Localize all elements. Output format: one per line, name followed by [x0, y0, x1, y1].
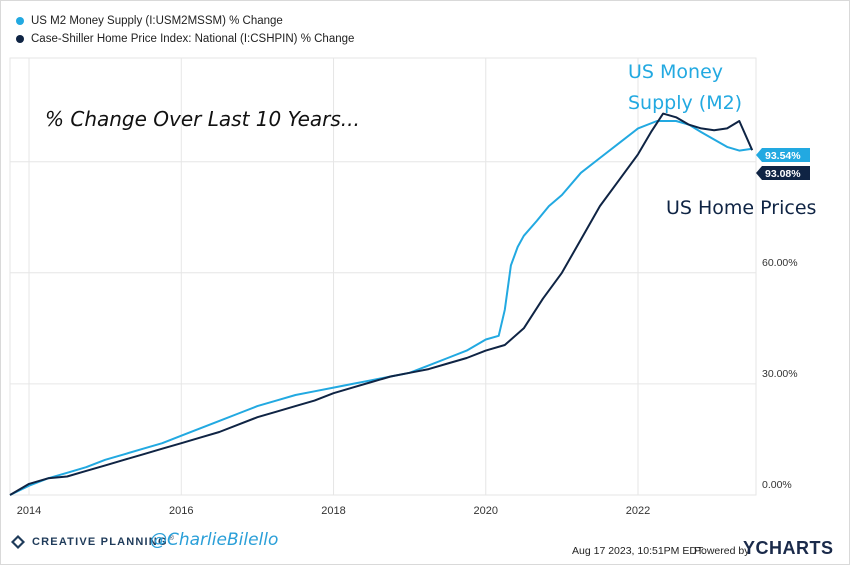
legend-item-m2[interactable]: US M2 Money Supply (I:USM2MSSM) % Change: [16, 12, 354, 30]
axis-layer: 2014 2016 2018 2020 2022 0.00% 30.00% 60.00% 93.…: [17, 148, 810, 517]
twitter-handle[interactable]: @CharlieBilello: [150, 530, 279, 550]
m2-annotation-line1: US Money: [628, 61, 723, 83]
legend-dot-home: [16, 35, 24, 43]
brand-name: CREATIVE PLANNING: [32, 536, 168, 548]
home-annotation: US Home Prices: [666, 197, 816, 219]
line-chart: 2014 2016 2018 2020 2022 0.00% 30.00% 60.00% 93.…: [9, 57, 816, 517]
x-tick-label: 2018: [321, 505, 345, 517]
grid-lines: [9, 57, 757, 496]
ycharts-logo[interactable]: YCHARTS: [743, 538, 834, 558]
end-label-badge: [756, 166, 810, 180]
m2-annotation-line2: Supply (M2): [628, 92, 742, 114]
series-line-m2[interactable]: [9, 120, 753, 496]
y-tick-label: 0.00%: [762, 479, 792, 491]
creative-planning-mark-icon: [11, 535, 25, 549]
powered-by-label: Powered by: [694, 545, 750, 557]
end-label-home: 93.08%: [756, 166, 810, 180]
x-tick-label: 2016: [169, 505, 193, 517]
legend-label-m2: US M2 Money Supply (I:USM2MSSM) % Change: [31, 15, 283, 27]
end-label-badge: [756, 148, 810, 162]
x-tick-label: 2020: [474, 505, 498, 517]
series-layer: [9, 112, 754, 496]
y-tick-label: 30.00%: [762, 368, 798, 380]
legend-label-home: Case-Shiller Home Price Index: National …: [31, 33, 355, 45]
timestamp: Aug 17 2023, 10:51PM EDT.: [572, 545, 706, 557]
series-line-home[interactable]: [9, 112, 754, 496]
footer: CREATIVE PLANNING ® @CharlieBilello Aug …: [0, 528, 850, 565]
legend: US M2 Money Supply (I:USM2MSSM) % Change…: [16, 12, 354, 48]
x-tick-label: 2014: [17, 505, 41, 517]
legend-item-home[interactable]: Case-Shiller Home Price Index: National …: [16, 30, 354, 48]
chart-title-annotation: % Change Over Last 10 Years...: [45, 107, 360, 131]
end-label-m2: 93.54%: [756, 148, 810, 162]
annotation-layer: % Change Over Last 10 Years... US Money …: [45, 61, 816, 219]
end-label-value: 93.54%: [765, 150, 801, 162]
x-tick-label: 2022: [626, 505, 650, 517]
brand-registered-mark: ®: [168, 534, 174, 542]
creative-planning-logo[interactable]: CREATIVE PLANNING ®: [10, 534, 174, 550]
y-tick-label: 60.00%: [762, 257, 798, 269]
end-label-value: 93.08%: [765, 168, 801, 180]
legend-dot-m2: [16, 17, 24, 25]
